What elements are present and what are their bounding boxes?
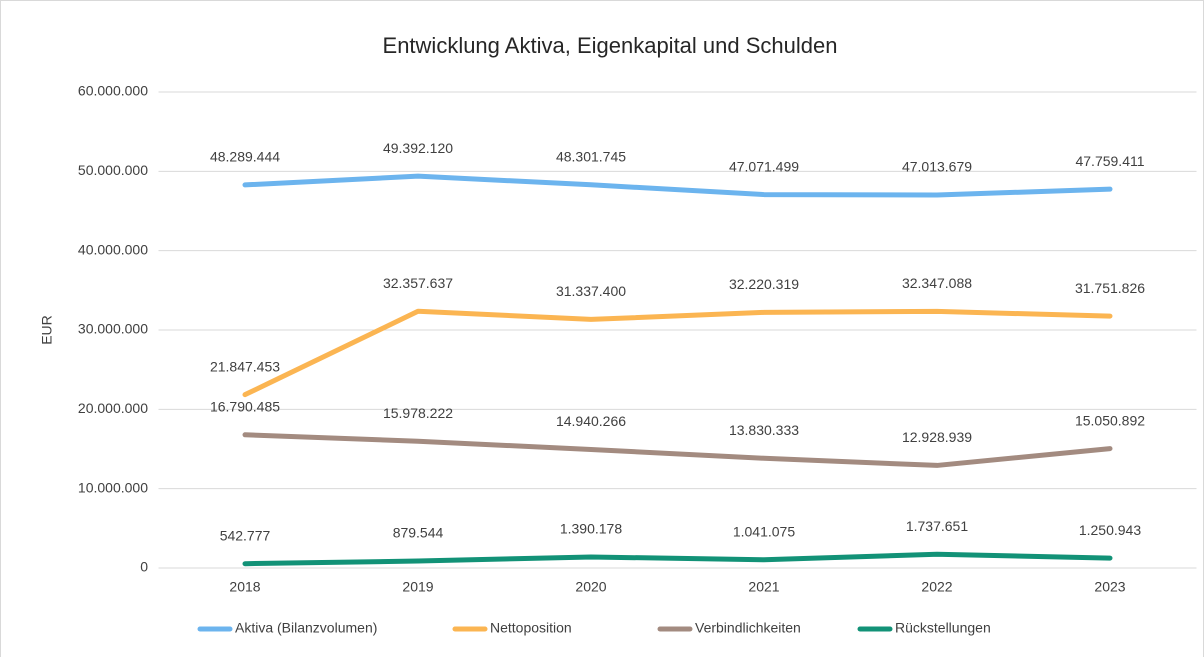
- data-label: 32.357.637: [383, 275, 453, 291]
- x-tick-label: 2019: [402, 579, 433, 595]
- series-line: [242, 432, 1113, 468]
- data-label: 1.390.178: [560, 521, 622, 537]
- legend-label: Nettoposition: [490, 620, 572, 636]
- data-label: 15.050.892: [1075, 412, 1145, 428]
- data-label: 31.337.400: [556, 283, 626, 299]
- data-label: 47.013.679: [902, 159, 972, 175]
- data-label: 1.250.943: [1079, 522, 1141, 538]
- legend-label: Rückstellungen: [895, 620, 991, 636]
- data-label: 21.847.453: [210, 358, 280, 374]
- series-line: [242, 308, 1113, 398]
- data-label: 12.928.939: [902, 429, 972, 445]
- x-tick-label: 2021: [748, 579, 779, 595]
- x-tick-label: 2018: [229, 579, 260, 595]
- x-tick-label: 2022: [921, 579, 952, 595]
- chart-title: Entwicklung Aktiva, Eigenkapital und Sch…: [383, 33, 838, 58]
- data-label: 1.041.075: [733, 523, 795, 539]
- series-line: [242, 551, 1113, 567]
- y-tick-label: 50.000.000: [78, 162, 148, 178]
- data-label: 31.751.826: [1075, 280, 1145, 296]
- data-label: 14.940.266: [556, 413, 626, 429]
- data-label: 49.392.120: [383, 140, 453, 156]
- y-tick-label: 40.000.000: [78, 241, 148, 257]
- data-label: 879.544: [393, 525, 444, 541]
- data-label: 48.301.745: [556, 149, 626, 165]
- x-tick-label: 2020: [575, 579, 606, 595]
- y-tick-label: 10.000.000: [78, 479, 148, 495]
- y-tick-label: 60.000.000: [78, 83, 148, 99]
- y-tick-label: 30.000.000: [78, 321, 148, 337]
- legend-label: Aktiva (Bilanzvolumen): [235, 620, 377, 636]
- data-label: 47.759.411: [1075, 153, 1144, 169]
- x-tick-label: 2023: [1094, 579, 1125, 595]
- data-label: 542.777: [220, 527, 271, 543]
- data-label: 47.071.499: [729, 158, 799, 174]
- data-label: 32.220.319: [729, 276, 799, 292]
- data-label: 13.830.333: [729, 422, 799, 438]
- legend-label: Verbindlichkeiten: [695, 620, 801, 636]
- y-axis-label: EUR: [39, 315, 55, 345]
- series-line: [242, 173, 1113, 198]
- data-label: 32.347.088: [902, 275, 972, 291]
- data-label: 16.790.485: [210, 398, 280, 414]
- data-label: 15.978.222: [383, 405, 453, 421]
- data-label: 1.737.651: [906, 518, 968, 534]
- data-label: 48.289.444: [210, 149, 280, 165]
- y-tick-label: 0: [140, 559, 148, 575]
- y-tick-label: 20.000.000: [78, 400, 148, 416]
